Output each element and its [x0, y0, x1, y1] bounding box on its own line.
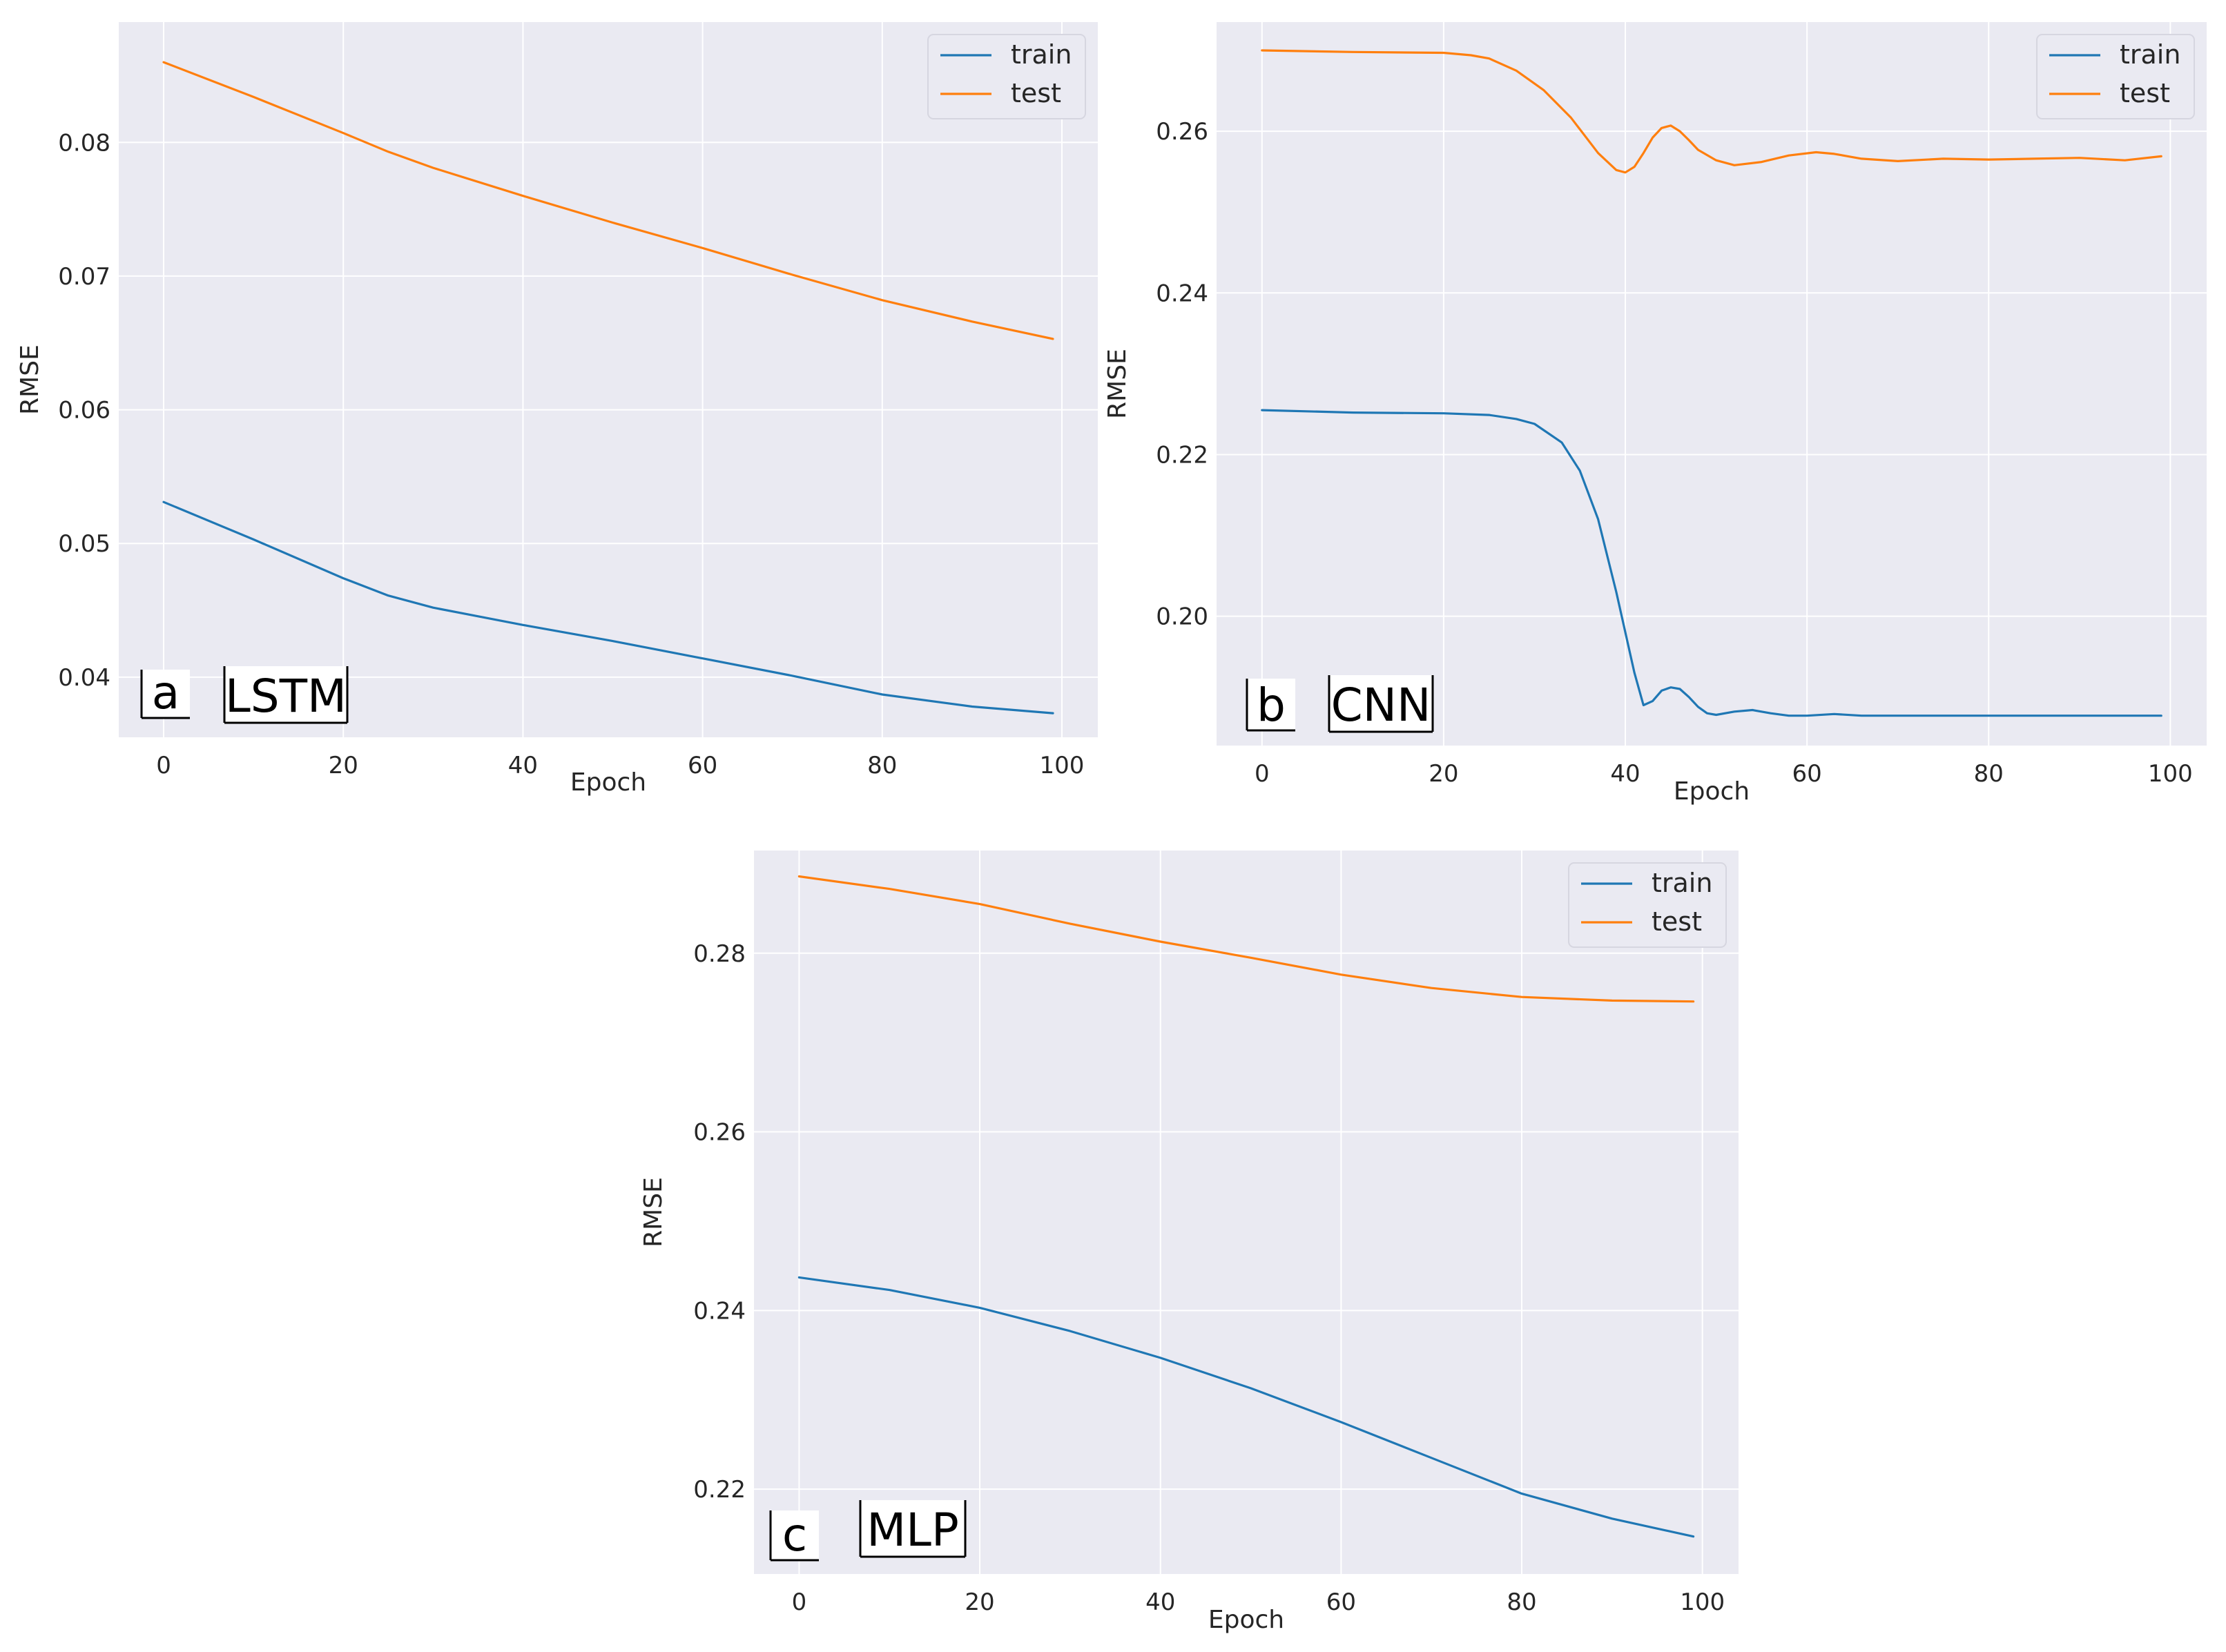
series-line-test — [162, 61, 1054, 340]
series-line-train — [797, 1276, 1695, 1538]
x-tick-label: 60 — [688, 752, 717, 779]
panel-letter-box — [142, 670, 190, 718]
series-line-test — [1261, 49, 2162, 174]
y-tick-label: 0.06 — [58, 397, 110, 425]
x-axis-label: Epoch — [570, 768, 646, 797]
series-line-train — [1261, 409, 2162, 717]
chart-panel-a: 0 20 40 60 80 100 0.04 0.05 0.06 0.07 0.08 Epoch RMS… — [16, 22, 1098, 797]
x-tick-label: 0 — [156, 752, 171, 779]
model-label-box — [224, 666, 347, 723]
legend-label-train: train — [2120, 39, 2180, 70]
model-label: CNN — [1331, 679, 1431, 732]
y-tick-label: 0.04 — [58, 664, 110, 692]
chart-panel-b: 0 20 40 60 80 100 0.20 0.22 0.24 0.26 Epoch RMSE tra… — [1103, 22, 2207, 806]
panel-letter-box — [1247, 679, 1295, 730]
chart-panel-c: 0 20 40 60 80 100 0.22 0.24 0.26 0.28 Epoch RMSE tra… — [639, 851, 1739, 1634]
y-tick-label: 0.08 — [58, 129, 110, 157]
legend-label-test: test — [1652, 906, 1702, 937]
x-axis-label: Epoch — [1674, 777, 1750, 806]
y-axis-label: RMSE — [639, 1177, 668, 1247]
x-tick-label: 60 — [1326, 1588, 1356, 1616]
y-tick-label: 0.07 — [58, 263, 110, 291]
model-label-box — [1329, 675, 1433, 732]
y-tick-label: 0.22 — [693, 1476, 746, 1504]
legend-label-train: train — [1652, 868, 1712, 898]
plot-area — [754, 851, 1739, 1574]
x-tick-label: 60 — [1792, 760, 1822, 788]
x-tick-label: 100 — [1040, 752, 1085, 779]
series-line-test — [797, 875, 1695, 1003]
x-tick-label: 80 — [1974, 760, 2004, 788]
legend-label-train: train — [1011, 39, 1072, 70]
y-tick-label: 0.24 — [1156, 280, 1208, 307]
x-tick-label: 40 — [1145, 1588, 1175, 1616]
plot-area — [119, 22, 1098, 737]
panel-letter: c — [782, 1508, 807, 1562]
plot-area — [1217, 22, 2207, 746]
y-tick-label: 0.26 — [693, 1119, 746, 1147]
x-tick-label: 20 — [965, 1588, 994, 1616]
model-label: MLP — [867, 1504, 959, 1557]
x-tick-label: 80 — [1507, 1588, 1536, 1616]
x-tick-label: 100 — [2148, 760, 2193, 788]
y-tick-label: 0.05 — [58, 530, 110, 558]
x-tick-label: 40 — [1610, 760, 1640, 788]
y-axis-label: RMSE — [16, 344, 44, 415]
legend-label-test: test — [1011, 78, 1061, 108]
x-tick-label: 0 — [1255, 760, 1270, 788]
legend: train test — [2036, 34, 2195, 119]
y-tick-label: 0.26 — [1156, 118, 1208, 146]
y-tick-label: 0.24 — [693, 1297, 746, 1325]
model-label: LSTM — [225, 670, 347, 723]
panel-letter: b — [1257, 679, 1286, 732]
x-tick-label: 80 — [867, 752, 897, 779]
x-tick-label: 100 — [1680, 1588, 1725, 1616]
y-tick-label: 0.22 — [1156, 441, 1208, 469]
x-axis-label: Epoch — [1208, 1606, 1284, 1634]
y-tick-label: 0.20 — [1156, 603, 1208, 631]
legend: train test — [1568, 862, 1727, 948]
panel-letter-box — [771, 1510, 819, 1560]
x-tick-label: 20 — [1429, 760, 1458, 788]
x-tick-label: 40 — [508, 752, 538, 779]
x-tick-label: 20 — [329, 752, 358, 779]
legend-label-test: test — [2120, 78, 2170, 108]
panel-letter: a — [152, 666, 180, 719]
y-tick-label: 0.28 — [693, 940, 746, 968]
series-line-train — [162, 501, 1054, 715]
x-tick-label: 0 — [792, 1588, 807, 1616]
y-axis-label: RMSE — [1103, 349, 1132, 419]
model-label-box — [860, 1500, 965, 1557]
legend: train test — [927, 34, 1086, 119]
